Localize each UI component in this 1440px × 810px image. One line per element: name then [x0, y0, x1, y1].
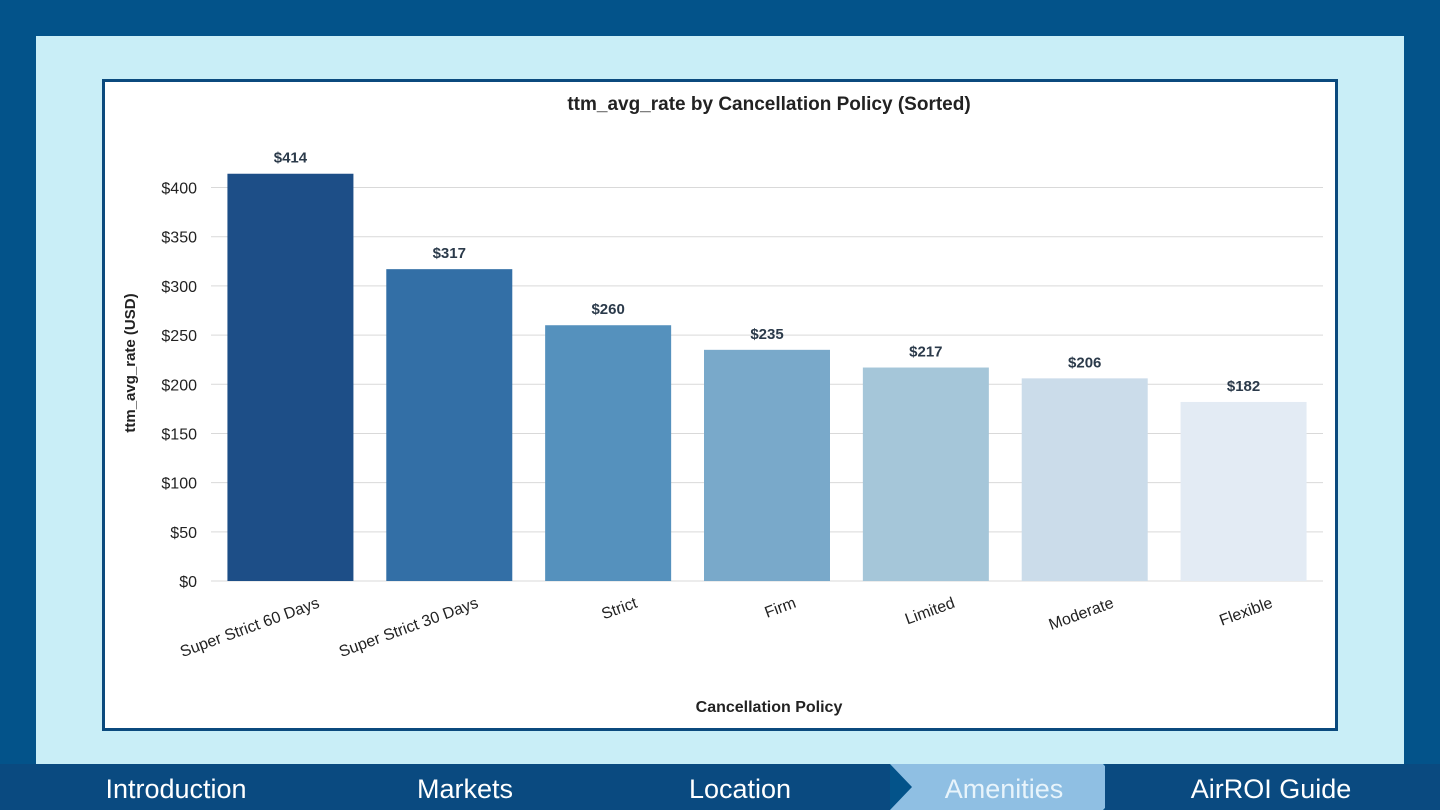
- nav-segment-amenities[interactable]: [890, 764, 1125, 810]
- x-tick-label: Firm: [762, 595, 798, 622]
- chart-title: ttm_avg_rate by Cancellation Policy (Sor…: [567, 94, 970, 115]
- y-tick-label: $300: [161, 279, 197, 296]
- y-tick-label: $50: [170, 525, 197, 542]
- y-tick-label: $200: [161, 377, 197, 394]
- nav-item-introduction[interactable]: Introduction: [105, 774, 247, 804]
- x-tick-label: Flexible: [1217, 595, 1275, 630]
- nav-segment-location[interactable]: [580, 764, 890, 810]
- y-tick-label: $150: [161, 426, 197, 443]
- data-label: $260: [591, 301, 624, 318]
- y-tick-label: $100: [161, 476, 197, 493]
- y-tick-label: $400: [161, 181, 197, 198]
- nav-item-location[interactable]: Location: [688, 774, 792, 804]
- chart-frame: ttm_avg_rate by Cancellation Policy (Sor…: [102, 79, 1338, 731]
- nav-segment-airroi-guide[interactable]: [1105, 764, 1440, 810]
- bar-strict: [545, 325, 672, 581]
- bar-super-strict-30-days: [386, 269, 513, 581]
- data-label: $206: [1068, 354, 1101, 371]
- nav-segment-introduction[interactable]: [0, 764, 340, 810]
- bottom-navigation: Introduction Markets Location Amenities AirR…: [0, 764, 1440, 810]
- bar-firm: [704, 349, 830, 581]
- data-label: $235: [750, 326, 783, 343]
- x-tick-label: Moderate: [1047, 595, 1116, 634]
- nav-item-markets[interactable]: Markets: [416, 774, 514, 804]
- data-label: $217: [909, 344, 942, 361]
- x-tick-label: Super Strict 60 Days: [178, 595, 322, 661]
- y-tick-label: $0: [179, 574, 197, 591]
- y-tick-label: $250: [161, 328, 197, 345]
- x-tick-label: Limited: [903, 595, 957, 629]
- bar-moderate: [1021, 378, 1148, 581]
- x-tick-label: Super Strict 30 Days: [337, 595, 481, 661]
- nav-segment-markets[interactable]: [300, 764, 620, 810]
- bar-super-strict-60-days: [227, 173, 354, 581]
- bar-limited: [862, 367, 989, 581]
- data-label: $414: [274, 150, 308, 167]
- nav-item-amenities[interactable]: Amenities: [944, 774, 1064, 804]
- y-axis-label: ttm_avg_rate (USD): [122, 293, 139, 432]
- y-tick-label: $350: [161, 230, 197, 247]
- x-axis-label: Cancellation Policy: [696, 699, 843, 716]
- nav-item-airroi-guide[interactable]: AirROI Guide: [1190, 774, 1352, 804]
- data-label: $182: [1227, 378, 1260, 395]
- bar-flexible: [1180, 401, 1307, 581]
- data-label: $317: [433, 245, 466, 262]
- bar-chart: ttm_avg_rate by Cancellation Policy (Sor…: [122, 94, 1323, 716]
- x-tick-label: Strict: [599, 595, 640, 624]
